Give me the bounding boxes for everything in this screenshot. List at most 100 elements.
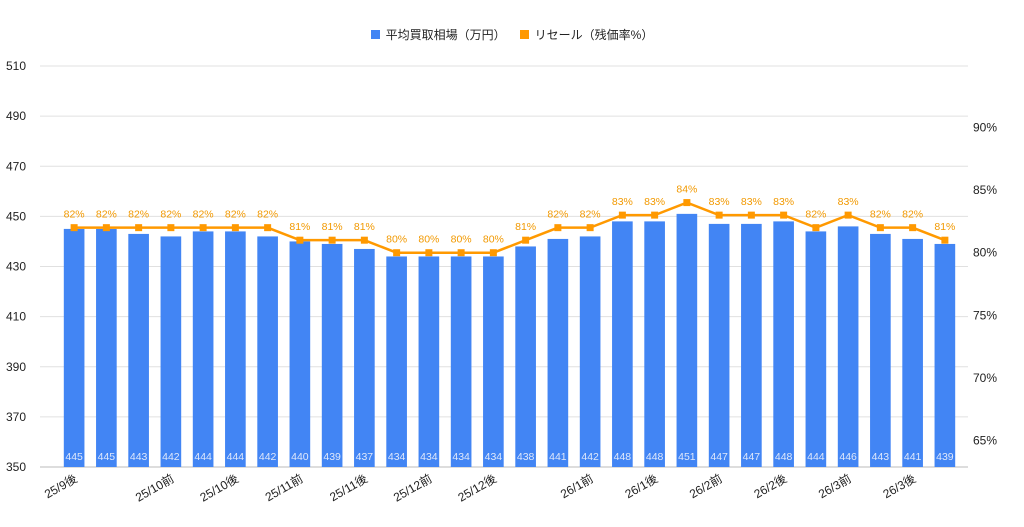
x-tick-label: 26/2後	[752, 471, 790, 501]
legend-label-bar: 平均買取相場（万円）	[385, 28, 506, 42]
line-point	[360, 236, 368, 244]
x-tick-label: 25/10後	[197, 471, 240, 504]
line-data-label: 82%	[193, 209, 214, 221]
bar	[386, 256, 407, 467]
line-data-label: 82%	[805, 209, 826, 221]
line-point	[231, 224, 239, 232]
right-tick-label: 80%	[973, 246, 997, 260]
line-data-label: 80%	[386, 234, 407, 246]
line-data-label: 83%	[838, 196, 859, 208]
bar	[934, 243, 956, 467]
line-point	[747, 211, 755, 219]
left-tick-label: 350	[6, 460, 26, 474]
bar	[418, 256, 440, 467]
bar-data-label: 441	[549, 451, 567, 463]
bar	[612, 221, 633, 467]
line-data-label: 81%	[934, 221, 955, 233]
line-data-label: 82%	[160, 209, 181, 221]
line-point	[554, 224, 562, 232]
bar	[741, 223, 762, 467]
line-point	[586, 224, 594, 232]
bar-data-label: 448	[646, 451, 664, 463]
legend-swatch-bar	[370, 30, 380, 39]
bar-data-label: 437	[356, 451, 374, 463]
x-tick-label: 26/3後	[881, 471, 919, 501]
line-point	[844, 211, 852, 219]
legend-item-bar[interactable]: 平均買取相場（万円）	[370, 26, 506, 43]
line-data-label: 82%	[64, 209, 85, 221]
bar	[579, 236, 601, 467]
legend-label-line: リセール（残価率%）	[534, 28, 654, 42]
bar-data-label: 447	[743, 451, 761, 463]
line-data-label: 80%	[451, 234, 472, 246]
line-data-label: 81%	[354, 221, 375, 233]
line-point	[199, 224, 207, 232]
bar	[515, 246, 536, 467]
line-data-label: 82%	[257, 209, 278, 221]
bar-data-label: 448	[775, 451, 793, 463]
line-data-label: 80%	[483, 234, 504, 246]
bar	[644, 221, 665, 467]
legend-item-line[interactable]: リセール（残価率%）	[519, 26, 654, 43]
line-data-label: 83%	[709, 196, 730, 208]
bar	[773, 221, 794, 467]
right-tick-label: 85%	[973, 183, 997, 197]
bar-data-label: 445	[65, 451, 83, 463]
bar-data-label: 443	[872, 451, 890, 463]
line-point	[264, 224, 272, 232]
legend-swatch-line	[519, 30, 529, 39]
bar-data-label: 444	[227, 451, 245, 463]
bar-data-label: 451	[678, 451, 696, 463]
bar-data-label: 448	[614, 451, 632, 463]
line-point	[135, 224, 143, 232]
line-data-label: 81%	[515, 221, 536, 233]
line-data-label: 81%	[289, 221, 310, 233]
bar	[676, 213, 698, 467]
line-point	[683, 199, 691, 207]
bar-data-label: 439	[323, 451, 341, 463]
bar	[354, 248, 375, 467]
line-point	[780, 211, 788, 219]
line-data-label: 80%	[418, 234, 439, 246]
left-tick-label: 450	[6, 209, 26, 223]
left-tick-label: 410	[6, 310, 26, 324]
left-tick-label: 430	[6, 260, 26, 274]
line-data-label: 83%	[773, 196, 794, 208]
bar	[837, 226, 859, 467]
line-point	[489, 249, 497, 257]
bar-data-label: 440	[291, 451, 309, 463]
bar	[63, 228, 85, 467]
bar	[96, 228, 117, 467]
line-point	[876, 224, 884, 232]
line-point	[522, 236, 530, 244]
line-point	[457, 249, 465, 257]
line-data-label: 81%	[322, 221, 343, 233]
line-data-label: 82%	[580, 209, 601, 221]
line-point	[167, 224, 175, 232]
line-point	[102, 224, 110, 232]
line-data-label: 82%	[902, 209, 923, 221]
left-tick-label: 490	[6, 109, 26, 123]
x-tick-label: 25/12後	[455, 471, 498, 504]
x-tick-label: 26/3前	[816, 471, 854, 502]
line-data-label: 82%	[225, 209, 246, 221]
bar	[128, 233, 149, 467]
line-point	[70, 224, 78, 232]
line-series	[74, 201, 946, 254]
bar-data-label: 434	[452, 451, 470, 463]
right-tick-label: 90%	[973, 120, 997, 134]
line-point	[425, 249, 433, 257]
line-data-label: 83%	[644, 196, 665, 208]
bar	[225, 231, 246, 467]
bar-data-label: 439	[936, 451, 954, 463]
x-tick-label: 25/11後	[327, 471, 370, 504]
line-point	[812, 224, 820, 232]
bar-data-label: 445	[98, 451, 116, 463]
bar	[160, 236, 182, 467]
line-point	[296, 236, 304, 244]
line-point	[715, 211, 723, 219]
bar	[708, 223, 730, 467]
bar-data-label: 446	[839, 451, 857, 463]
bar	[192, 231, 214, 467]
